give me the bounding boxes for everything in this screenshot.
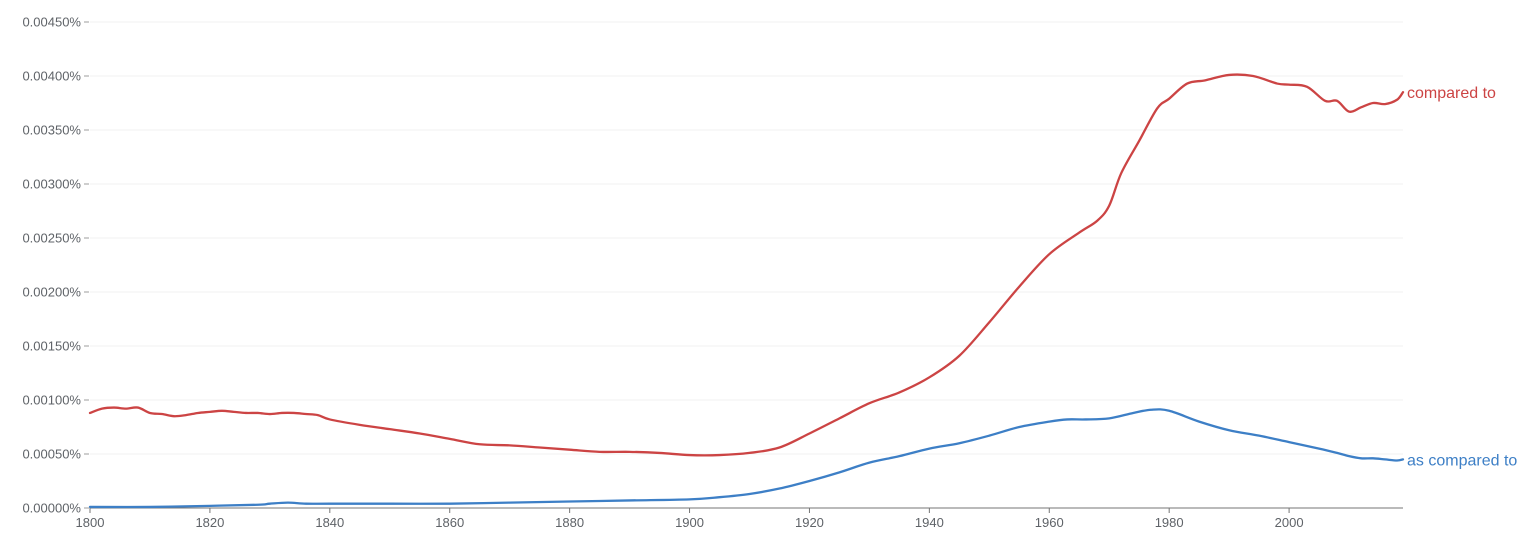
- y-tick-label: 0.00100%: [22, 393, 81, 408]
- axes: 0.00000% 0.00050% 0.00100% 0.00150% 0.00200%…: [22, 15, 1403, 530]
- x-tick-label: 1880: [555, 515, 584, 530]
- y-tick-label: 0.00050%: [22, 447, 81, 462]
- grid-lines: [90, 21, 1403, 455]
- series-labels: compared to as compared to: [1407, 85, 1517, 469]
- y-tick-label: 0.00350%: [22, 123, 81, 138]
- x-tick-label: 1940: [915, 515, 944, 530]
- y-tick-label: 0.00300%: [22, 177, 81, 192]
- y-tick-label: 0.00400%: [22, 69, 81, 84]
- x-tick-label: 1860: [435, 515, 464, 530]
- series-label-compared-to: compared to: [1407, 85, 1496, 102]
- x-tick-label: 1920: [795, 515, 824, 530]
- y-tick-label: 0.00000%: [22, 501, 81, 516]
- y-tick-label: 0.00150%: [22, 339, 81, 354]
- x-tick-label: 1980: [1155, 515, 1184, 530]
- series-line-as-compared-to: [88, 408, 1405, 509]
- series-label-as-compared-to: as compared to: [1407, 452, 1517, 469]
- y-tick-label: 0.00450%: [22, 15, 81, 30]
- series-lines: [88, 73, 1405, 509]
- x-tick-label: 1800: [76, 515, 105, 530]
- x-tick-label: 1960: [1035, 515, 1064, 530]
- x-tick-label: 1820: [195, 515, 224, 530]
- y-tick-label: 0.00200%: [22, 285, 81, 300]
- y-tick-label: 0.00250%: [22, 231, 81, 246]
- x-tick-label: 2000: [1275, 515, 1304, 530]
- x-tick-label: 1900: [675, 515, 704, 530]
- series-line-compared-to: [88, 73, 1405, 457]
- x-tick-label: 1840: [315, 515, 344, 530]
